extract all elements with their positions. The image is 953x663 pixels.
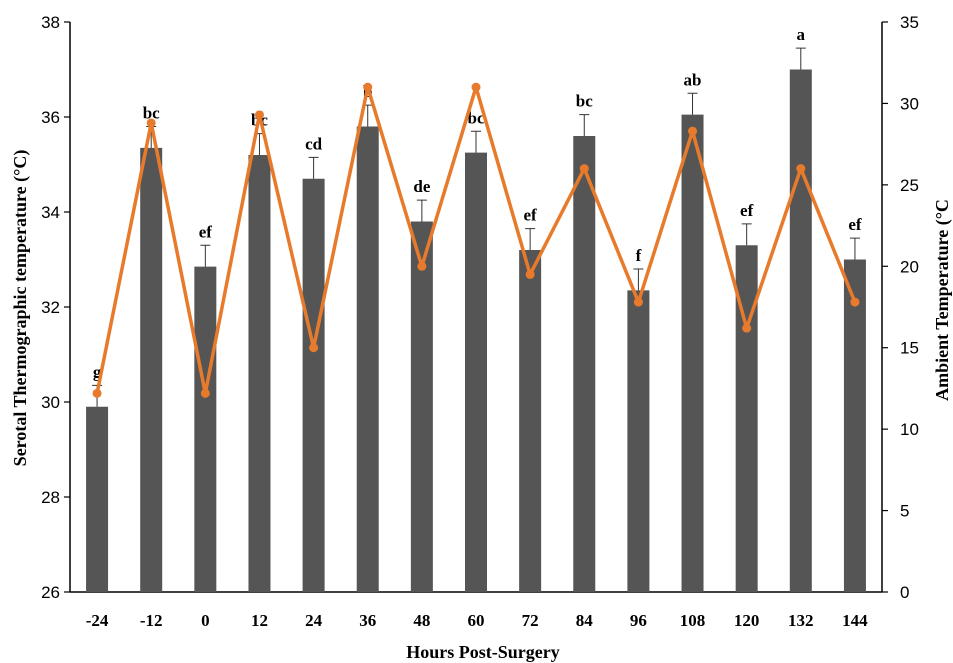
significance-label: f — [636, 246, 642, 265]
significance-label: ef — [524, 206, 538, 225]
bar — [681, 114, 704, 592]
bar — [410, 221, 433, 592]
bar — [789, 69, 812, 592]
y2-axis-title: Ambient Temperature (°C — [932, 199, 953, 401]
ambient-point — [200, 388, 210, 398]
bar — [519, 250, 542, 592]
bar — [843, 259, 866, 592]
ambient-point — [796, 164, 806, 174]
bar — [86, 406, 109, 592]
y-tick-label: 36 — [41, 108, 60, 127]
x-tick-label: -24 — [86, 611, 109, 630]
x-tick-label: 132 — [788, 611, 814, 630]
bar — [735, 245, 758, 592]
significance-label: a — [797, 25, 806, 44]
ambient-point — [309, 343, 319, 353]
x-tick-label: 48 — [413, 611, 430, 630]
bar — [140, 147, 163, 592]
bar-series — [86, 69, 866, 592]
y2-tick-label: 5 — [900, 502, 909, 521]
x-tick-label: 72 — [522, 611, 539, 630]
x-tick-label: 96 — [630, 611, 647, 630]
y-tick-label: 34 — [41, 203, 60, 222]
bar — [573, 136, 596, 592]
bar — [356, 126, 379, 592]
x-tick-label: 60 — [468, 611, 485, 630]
x-tick-label: 120 — [734, 611, 760, 630]
significance-label: cd — [305, 134, 323, 153]
significance-label: g — [93, 362, 102, 381]
significance-label: ab — [684, 70, 702, 89]
ambient-point — [525, 269, 535, 279]
y2-tick-label: 0 — [900, 583, 909, 602]
ambient-point — [633, 297, 643, 307]
y-tick-label: 28 — [41, 488, 60, 507]
x-tick-label: 24 — [305, 611, 323, 630]
ambient-point — [92, 388, 102, 398]
significance-label: bc — [468, 108, 485, 127]
x-tick-label: 144 — [842, 611, 868, 630]
significance-label: ef — [848, 215, 862, 234]
bar — [248, 155, 271, 592]
ambient-point — [254, 110, 264, 120]
y2-tick-label: 35 — [900, 13, 919, 32]
significance-label: bc — [576, 92, 593, 111]
y-tick-label: 26 — [41, 583, 60, 602]
x-tick-label: 0 — [201, 611, 210, 630]
y-tick-label: 38 — [41, 13, 60, 32]
ambient-point — [363, 82, 373, 92]
x-tick-label: 84 — [576, 611, 594, 630]
y2-tick-label: 25 — [900, 176, 919, 195]
y2-tick-label: 15 — [900, 339, 919, 358]
significance-label: de — [413, 177, 430, 196]
ambient-point — [850, 297, 860, 307]
ambient-point — [579, 164, 589, 174]
y-tick-label: 30 — [41, 393, 60, 412]
y-tick-label: 32 — [41, 298, 60, 317]
bar — [465, 152, 487, 592]
y2-tick-label: 30 — [900, 94, 919, 113]
bar — [627, 290, 650, 592]
x-axis-title: Hours Post-Surgery — [406, 642, 559, 662]
y2-tick-label: 20 — [900, 257, 919, 276]
x-tick-label: 36 — [359, 611, 376, 630]
y-axis-title: Serotal Thermographic temperature (°C) — [10, 150, 31, 467]
x-tick-label: -12 — [140, 611, 163, 630]
x-tick-label: 12 — [251, 611, 268, 630]
y2-tick-label: 10 — [900, 420, 919, 439]
ambient-line-series — [92, 82, 860, 398]
significance-label: bc — [143, 104, 160, 123]
ambient-point — [688, 126, 698, 136]
ambient-point — [471, 82, 481, 92]
ambient-point — [146, 118, 156, 128]
significance-label: ef — [740, 201, 754, 220]
ambient-point — [417, 261, 427, 271]
x-tick-label: 108 — [680, 611, 706, 630]
bar — [194, 266, 217, 592]
tick-labels: 26 28 30 32 34 36 38 0 5 10 15 20 25 30 35 -24 -12 0 12 24 3… — [41, 13, 919, 630]
bar — [302, 178, 325, 592]
significance-label: ef — [199, 222, 213, 241]
ambient-point — [742, 323, 752, 333]
